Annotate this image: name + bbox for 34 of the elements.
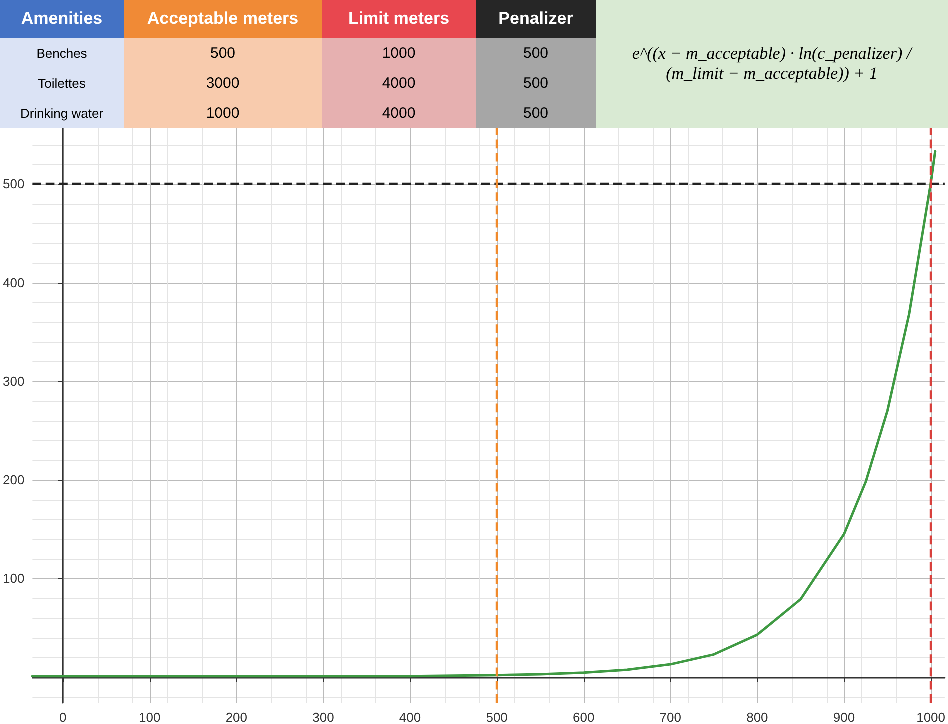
text: 500 bbox=[476, 98, 596, 128]
text: Drinking water bbox=[0, 98, 124, 128]
x-tick-label: 900 bbox=[833, 710, 856, 724]
x-tick-label: 300 bbox=[312, 710, 334, 724]
text: 500 bbox=[476, 38, 596, 68]
x-tick-label: 200 bbox=[226, 710, 248, 724]
x-tick-label: 800 bbox=[746, 710, 768, 724]
text: 1000 bbox=[124, 98, 322, 128]
text: 500 bbox=[476, 68, 596, 98]
text: Penalizer bbox=[476, 0, 596, 38]
y-tick-label: 500 bbox=[2, 176, 25, 192]
y-tick-label: 200 bbox=[2, 472, 25, 488]
text: Limit meters bbox=[322, 0, 476, 38]
text: 3000 bbox=[124, 68, 322, 98]
line-series bbox=[31, 150, 937, 678]
x-tick-label: 500 bbox=[486, 710, 508, 724]
text: Toilettes bbox=[0, 68, 124, 98]
y-tick-label: 300 bbox=[2, 374, 25, 389]
x-tick-label: 700 bbox=[660, 710, 682, 724]
y-tick-label: 100 bbox=[2, 571, 25, 586]
x-tick-label: 100 bbox=[139, 710, 161, 724]
text: Acceptable meters bbox=[124, 0, 322, 38]
text: 1000 bbox=[322, 38, 476, 68]
x-tick-label: 600 bbox=[573, 710, 595, 724]
text: Amenities bbox=[0, 0, 124, 38]
x-tick-label: 1000 bbox=[916, 710, 946, 724]
x-tick-label: 400 bbox=[399, 710, 422, 724]
text: 4000 bbox=[322, 68, 476, 98]
y-tick-label: 400 bbox=[2, 275, 25, 290]
text: Benches bbox=[0, 38, 124, 68]
text: 500 bbox=[124, 38, 322, 68]
text: 4000 bbox=[322, 98, 476, 128]
x-tick-label: 0 bbox=[59, 710, 67, 724]
text: e^((x − m_acceptable) · ln(c_penalizer) / (m_limit − m_acceptable)) + 1 bbox=[596, 0, 948, 128]
